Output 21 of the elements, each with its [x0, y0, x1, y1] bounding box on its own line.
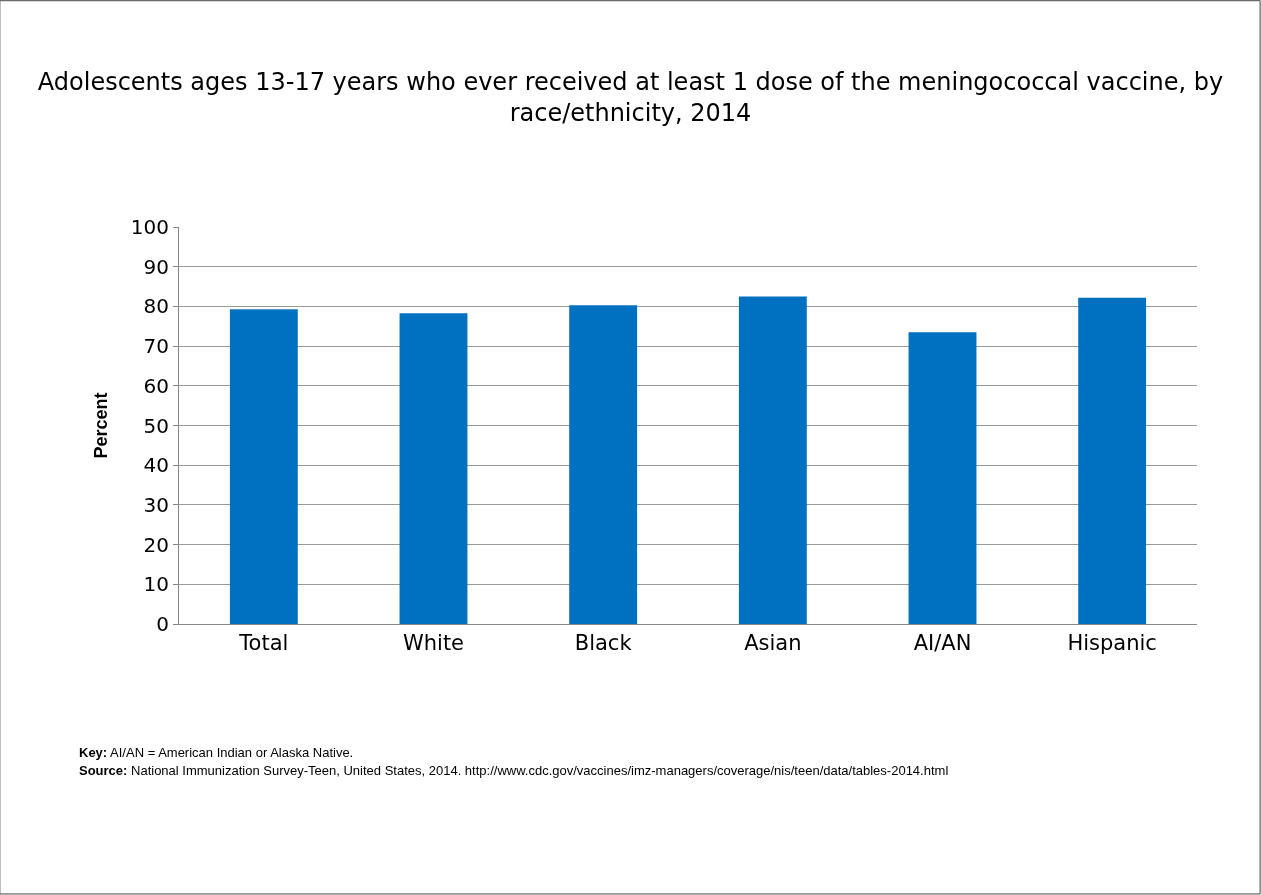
- x-tick-label: Hispanic: [1067, 631, 1157, 656]
- source-note: Source: National Immunization Survey-Teen, United States, 2014. http://www.cdc.gov/vaccines/imz-managers/coverage/nis/teen/data/tables-2014.html: [79, 763, 949, 778]
- x-tick-label: AI/AN: [913, 631, 972, 656]
- y-tick-label: 40: [143, 453, 169, 478]
- chart-title: Adolescents ages 13-17 years who ever received at least 1 dose of the meningococcal vaccine, by race/ethnicity, 2014: [37, 67, 1224, 127]
- y-tick-label: 20: [143, 532, 169, 557]
- y-tick-label: 70: [143, 334, 169, 359]
- y-tick-label: 80: [143, 294, 169, 319]
- y-tick-label: 0: [156, 612, 169, 636]
- text: Key: AI/AN = American Indian or Alaska Native.: [79, 745, 354, 760]
- y-tick-label: 90: [143, 254, 169, 279]
- y-tick-label: 100: [130, 215, 169, 239]
- y-axis-title: Percent: [91, 392, 112, 459]
- y-tick-label: 10: [143, 572, 169, 597]
- x-tick-label: Total: [238, 631, 289, 656]
- x-tick-label: Asian: [744, 631, 802, 656]
- y-tick-label: 60: [143, 373, 169, 398]
- y-tick-label: 50: [143, 413, 169, 438]
- y-tick-label: 30: [143, 492, 169, 517]
- x-tick-label: Black: [574, 631, 633, 656]
- x-tick-label: White: [402, 631, 465, 656]
